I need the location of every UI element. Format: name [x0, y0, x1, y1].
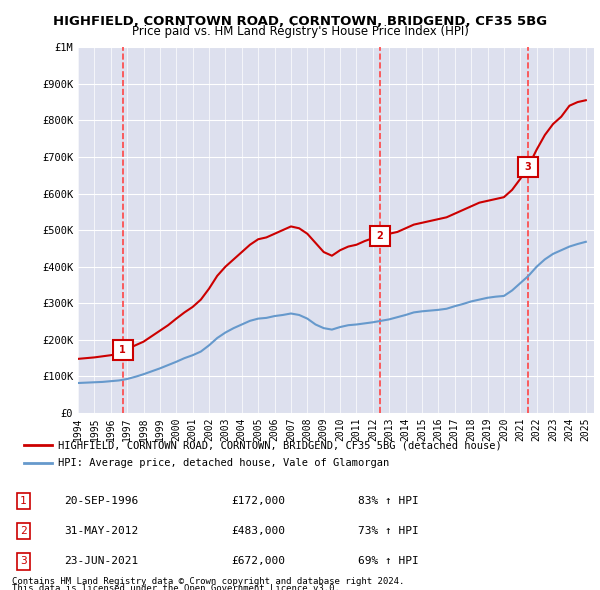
Text: HIGHFIELD, CORNTOWN ROAD, CORNTOWN, BRIDGEND, CF35 5BG (detached house): HIGHFIELD, CORNTOWN ROAD, CORNTOWN, BRID…: [58, 440, 502, 450]
Text: 69% ↑ HPI: 69% ↑ HPI: [358, 556, 418, 566]
Text: £172,000: £172,000: [231, 496, 285, 506]
Text: 20-SEP-1996: 20-SEP-1996: [64, 496, 138, 506]
Text: 3: 3: [20, 556, 27, 566]
Text: 1: 1: [20, 496, 27, 506]
Text: £483,000: £483,000: [231, 526, 285, 536]
Text: 73% ↑ HPI: 73% ↑ HPI: [358, 526, 418, 536]
Text: 2: 2: [376, 231, 383, 241]
Text: Contains HM Land Registry data © Crown copyright and database right 2024.: Contains HM Land Registry data © Crown c…: [12, 577, 404, 586]
Text: 83% ↑ HPI: 83% ↑ HPI: [358, 496, 418, 506]
Text: HPI: Average price, detached house, Vale of Glamorgan: HPI: Average price, detached house, Vale…: [58, 458, 389, 468]
Text: 2: 2: [20, 526, 27, 536]
Text: 1: 1: [119, 345, 126, 355]
Text: 23-JUN-2021: 23-JUN-2021: [64, 556, 138, 566]
Text: This data is licensed under the Open Government Licence v3.0.: This data is licensed under the Open Gov…: [12, 584, 340, 590]
Text: 3: 3: [524, 162, 532, 172]
Text: HIGHFIELD, CORNTOWN ROAD, CORNTOWN, BRIDGEND, CF35 5BG: HIGHFIELD, CORNTOWN ROAD, CORNTOWN, BRID…: [53, 15, 547, 28]
Text: Price paid vs. HM Land Registry's House Price Index (HPI): Price paid vs. HM Land Registry's House …: [131, 25, 469, 38]
Text: £672,000: £672,000: [231, 556, 285, 566]
Text: 31-MAY-2012: 31-MAY-2012: [64, 526, 138, 536]
